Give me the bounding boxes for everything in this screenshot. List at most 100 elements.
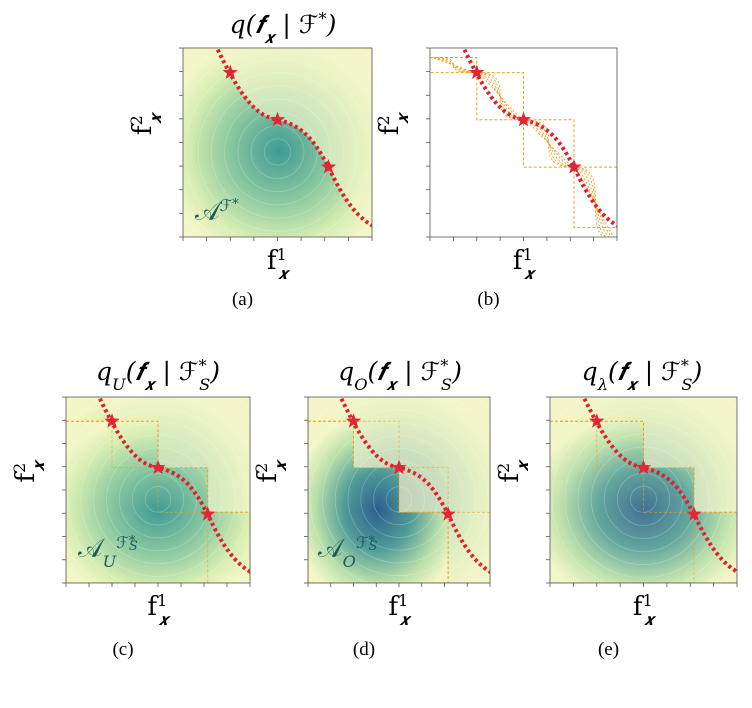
star — [515, 111, 532, 127]
contour — [224, 98, 331, 206]
math-part: | — [637, 357, 661, 387]
math-part: 𝒜 — [78, 534, 105, 564]
y-label: f2𝒙 — [252, 459, 290, 483]
star — [345, 413, 362, 428]
math-part: q — [230, 10, 246, 39]
math-part: S — [129, 539, 138, 554]
y-label: f2𝒙 — [127, 111, 165, 135]
math-part: ℱ — [661, 357, 681, 386]
plot-area — [308, 397, 490, 583]
math-part: | — [155, 357, 179, 387]
region-label: 𝒜ℱ* — [195, 196, 239, 228]
math-part: * — [681, 356, 689, 375]
star — [686, 506, 702, 521]
contour — [590, 446, 697, 553]
plot-area — [550, 397, 737, 583]
math-part: ℱ — [179, 357, 199, 386]
contour — [373, 473, 425, 526]
contour — [250, 125, 305, 179]
math-part: S — [441, 375, 452, 394]
math-part: λ — [597, 375, 608, 394]
math-part: f — [253, 471, 283, 483]
y-label: f2𝒙 — [494, 459, 532, 483]
frontier-curve — [461, 48, 617, 228]
math-part: f — [375, 123, 405, 135]
plot-area — [183, 48, 372, 237]
star — [320, 159, 337, 174]
math-part: ( — [126, 357, 137, 386]
math-part: 𝒜 — [195, 197, 222, 227]
region — [183, 48, 372, 237]
math-part: U — [112, 375, 127, 394]
math-part: * — [440, 356, 448, 375]
star — [200, 506, 216, 521]
math-part: 𝒙 — [626, 375, 639, 394]
star — [391, 459, 407, 475]
math-part: 2 — [252, 463, 271, 473]
math-part: ℱ — [299, 10, 319, 39]
math-part: * — [318, 9, 326, 28]
math-part: U — [103, 552, 118, 571]
math-part: ℱ — [220, 196, 233, 215]
math-part: 2 — [10, 463, 29, 473]
math-part: 𝒙 — [271, 459, 290, 472]
staircase — [550, 420, 695, 583]
math-part: O — [354, 375, 367, 394]
sample-curve — [430, 57, 608, 237]
math-part: 1 — [277, 245, 287, 264]
math-part: 𝒙 — [264, 28, 277, 47]
math-part: 2 — [494, 463, 513, 473]
frontier-curve — [338, 397, 490, 574]
caption: (c) — [112, 639, 133, 660]
box — [573, 166, 617, 228]
math-part: * — [232, 197, 239, 212]
panel-title: qO(𝒇𝒙 | ℱ* S) — [338, 356, 462, 394]
frontier-curve — [581, 397, 737, 574]
math-part: 𝒙 — [524, 264, 537, 283]
math-part: ( — [608, 357, 619, 386]
plot-area — [66, 397, 250, 583]
math-part: * — [369, 534, 376, 549]
math-part: 𝒙 — [399, 610, 412, 629]
plot-area — [430, 48, 617, 237]
math-part: ℱ — [421, 357, 441, 386]
math-part: 𝒜 — [318, 534, 345, 564]
contour — [106, 447, 210, 552]
math-part: 1 — [523, 245, 533, 264]
caption: (d) — [353, 639, 375, 660]
star — [469, 64, 485, 79]
star — [589, 413, 605, 428]
region — [308, 421, 449, 583]
star — [104, 413, 120, 428]
math-part: S — [369, 539, 378, 554]
math-part: 𝒙 — [29, 459, 48, 472]
math-part: ℱ — [116, 533, 129, 552]
star — [566, 159, 582, 174]
staircase — [66, 420, 209, 583]
math-part: f — [128, 123, 158, 135]
region-label: 𝒜Uℱ*S — [78, 533, 138, 571]
math-part: O — [343, 552, 356, 571]
math-part: ( — [246, 10, 257, 39]
y-label: f2𝒙 — [10, 459, 48, 483]
x-label: f1 𝒙 — [633, 591, 657, 629]
math-part: f — [267, 246, 279, 276]
math-part: S — [199, 375, 210, 394]
contour — [347, 447, 451, 551]
math-part: ( — [368, 357, 379, 386]
math-part: 𝒙 — [146, 111, 165, 124]
math-part: 𝒙 — [513, 459, 532, 472]
caption: (a) — [232, 289, 253, 310]
contour — [197, 72, 358, 232]
math-part: * — [198, 356, 206, 375]
math-part: 𝒙 — [386, 375, 399, 394]
frontier-curve — [96, 397, 250, 574]
math-part: f — [633, 592, 645, 622]
math-part: 1 — [643, 591, 653, 610]
math-part: 𝒙 — [278, 264, 291, 283]
